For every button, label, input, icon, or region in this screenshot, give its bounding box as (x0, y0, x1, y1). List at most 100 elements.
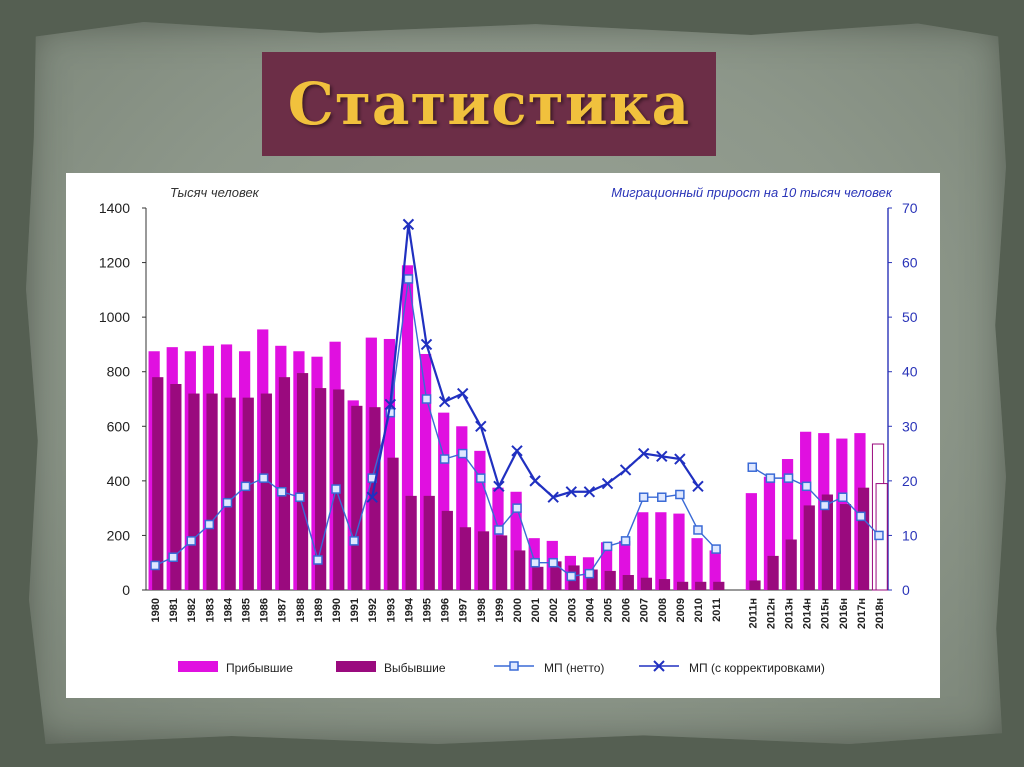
mp-corrected-point (601, 477, 614, 490)
arrivals-bar (401, 265, 414, 590)
mp-net-point (856, 511, 866, 522)
x-tick-label: 1996 (440, 598, 452, 622)
departures-bar (604, 570, 616, 590)
arrivals-bar (419, 353, 432, 590)
mp-net-point (240, 481, 251, 492)
left-tick-label: 600 (107, 418, 131, 434)
legend: Прибывшие Выбывшие МП (нетто) МП (с коррект… (178, 660, 825, 675)
x-tick-label: 1998 (476, 598, 488, 622)
right-tick-label: 70 (902, 200, 918, 216)
mp-corrected-point (511, 445, 523, 457)
departures-bar (260, 393, 272, 590)
mp-corrected-point (475, 420, 487, 432)
x-tick-label: 2016н (838, 598, 850, 629)
left-axis-unit-label: Тысяч человек (170, 185, 260, 200)
mp-corrected-point (583, 486, 596, 498)
arrivals-bar (745, 493, 757, 590)
mp-net-point (657, 492, 667, 502)
legend-arrivals-swatch (178, 661, 218, 672)
left-tick-label: 400 (107, 473, 131, 489)
legend-arrivals-label: Прибывшие (226, 661, 293, 675)
x-tick-label: 2013н (783, 598, 795, 629)
x-tick-label: 2011н (747, 598, 759, 629)
mp-net-point (295, 492, 305, 502)
x-tick-label: 2018н (874, 598, 886, 629)
right-tick-label: 0 (902, 582, 910, 598)
left-tick-label: 200 (107, 527, 131, 543)
legend-departures-swatch (336, 661, 376, 672)
departures-bar (206, 393, 218, 590)
mp-net-point (421, 394, 432, 404)
arrivals-bar (438, 412, 450, 590)
right-tick-label: 60 (902, 255, 918, 271)
departures-bar (767, 555, 779, 590)
departures-bar (387, 457, 399, 590)
departures-bar (586, 569, 598, 590)
departures-bar (749, 580, 761, 590)
mp-corrected-point (656, 450, 668, 463)
right-axis-unit-label: Миграционный прирост на 10 тысяч человек (611, 185, 893, 200)
mp-net-point (204, 519, 215, 530)
mp-corrected-point (637, 447, 650, 460)
x-tick-label: 2015н (820, 598, 832, 629)
arrivals-bar (691, 538, 703, 590)
arrivals-bar (474, 450, 486, 590)
x-tick-label: 1981 (168, 598, 180, 622)
x-tick-label: 2000 (512, 598, 524, 622)
mp-net-point (602, 541, 613, 552)
x-tick-label: 2009 (675, 598, 687, 622)
x-tick-label: 2012н (765, 598, 777, 629)
mp-net-point (838, 492, 848, 502)
x-tick-label: 1990 (331, 598, 343, 622)
mp-corrected-point (674, 453, 686, 465)
x-tick-label: 1988 (295, 598, 307, 622)
x-tick-label: 1991 (349, 598, 361, 622)
x-tick-label: 1980 (150, 598, 162, 622)
mp-net-point (711, 544, 721, 554)
mp-net-point (222, 497, 233, 508)
departures-bar (152, 377, 164, 590)
x-tick-label: 1987 (277, 598, 289, 622)
x-tick-label: 1992 (367, 598, 379, 622)
x-tick-label: 2008 (657, 598, 669, 622)
chart-panel: Тысяч человек Миграционный прирост на 10… (66, 173, 940, 698)
mp-corrected-point (565, 486, 578, 498)
x-tick-label: 2003 (566, 598, 578, 622)
departures-bar (803, 505, 815, 590)
mp-corrected-point (456, 387, 469, 400)
departures-bar (857, 487, 870, 590)
departures-bar (839, 504, 852, 590)
mp-net-point (620, 536, 631, 546)
mp-corrected-point (420, 338, 433, 351)
mp-corrected-point (493, 480, 505, 493)
mp-corrected-point (402, 218, 415, 231)
departures-bar (224, 397, 236, 590)
mp-net-point (439, 454, 450, 464)
arrivals-bar (655, 512, 667, 590)
mp-corrected-point (547, 491, 559, 503)
mp-net-point (476, 473, 486, 483)
arrivals-bar (781, 459, 794, 590)
departures-bar (278, 377, 291, 590)
arrivals-bar (619, 540, 631, 590)
x-tick-label: 2007 (639, 598, 651, 622)
arrivals-bar (709, 550, 721, 590)
mp-net-point (186, 536, 196, 546)
mp-net-point (457, 448, 468, 459)
x-tick-label: 1999 (494, 598, 506, 622)
departures-bar (821, 494, 833, 590)
mp-corrected-point (438, 396, 451, 408)
mp-corrected-point (366, 491, 378, 503)
departures-bar (622, 574, 634, 590)
x-tick-label: 1983 (204, 598, 216, 622)
mp-net-point (530, 557, 540, 568)
departures-bar (315, 388, 327, 590)
departures-bar (242, 397, 254, 590)
left-tick-label: 800 (107, 364, 131, 380)
legend-mp-net-label: МП (нетто) (544, 661, 604, 675)
departures-bar (713, 581, 725, 590)
mp-net-point (801, 481, 812, 492)
right-tick-label: 10 (902, 527, 918, 543)
x-tick-label: 2005 (602, 598, 614, 622)
right-tick-label: 20 (902, 473, 918, 489)
